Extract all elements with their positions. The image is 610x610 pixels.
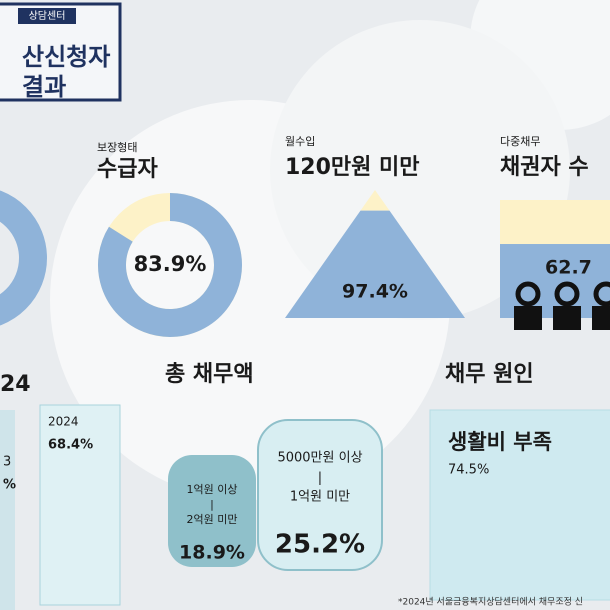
bubble-value: 25.2% bbox=[275, 530, 365, 560]
card-title: 채권자 수 bbox=[500, 155, 589, 180]
bubble bbox=[257, 419, 383, 571]
cause-value: 74.5% bbox=[448, 463, 489, 478]
section-title: 총 채무액 bbox=[165, 362, 254, 387]
bubble-range: 2억원 미만 bbox=[187, 513, 238, 526]
bubble bbox=[168, 455, 256, 567]
bubble-sep: | bbox=[210, 498, 214, 511]
cause-item: 생활비 부족 bbox=[448, 430, 552, 454]
triangle-top bbox=[360, 190, 390, 211]
bubble-range: 1억원 이상 bbox=[187, 483, 238, 496]
card-title: 120만원 미만 bbox=[285, 155, 420, 180]
section-title: 채무 원인 bbox=[445, 362, 534, 387]
section-title: 24 bbox=[0, 372, 31, 397]
cause-box bbox=[429, 409, 610, 601]
partial-donut bbox=[0, 190, 47, 326]
triangle-fill bbox=[285, 210, 465, 318]
banner-title: 결과 bbox=[22, 73, 66, 101]
banner-tag-text: 상담센터 bbox=[29, 10, 66, 22]
bubble-range: 5000만원 이상 bbox=[277, 451, 362, 466]
box-fill bbox=[500, 244, 610, 318]
year-value: % bbox=[3, 478, 16, 493]
year-label: 3 bbox=[3, 455, 11, 470]
footnote: *2024년 서울금융복지상담센터에서 채무조정 신 bbox=[398, 596, 583, 608]
card-value: 97.4% bbox=[342, 281, 408, 303]
bubble-value: 18.9% bbox=[179, 542, 245, 564]
card-label: 다중채무 bbox=[500, 135, 540, 148]
banner-title: 산신청자 bbox=[22, 43, 110, 71]
card-title: 수급자 bbox=[97, 157, 158, 182]
bubble-range: 1억원 미만 bbox=[290, 490, 350, 505]
card-label: 월수입 bbox=[285, 135, 315, 148]
card-label: 보장형태 bbox=[97, 141, 137, 154]
year-label: 2024 bbox=[48, 415, 79, 429]
card-value: 83.9% bbox=[134, 252, 207, 276]
people-icons bbox=[514, 281, 610, 330]
bubble-sep: | bbox=[318, 471, 322, 486]
year-bar bbox=[0, 410, 15, 610]
year-bar bbox=[39, 404, 121, 606]
banner-tag bbox=[18, 8, 76, 24]
donut-arc bbox=[98, 193, 242, 337]
year-value: 68.4% bbox=[48, 438, 93, 453]
card-value: 62.7 bbox=[545, 257, 592, 279]
box-rest bbox=[500, 200, 610, 245]
